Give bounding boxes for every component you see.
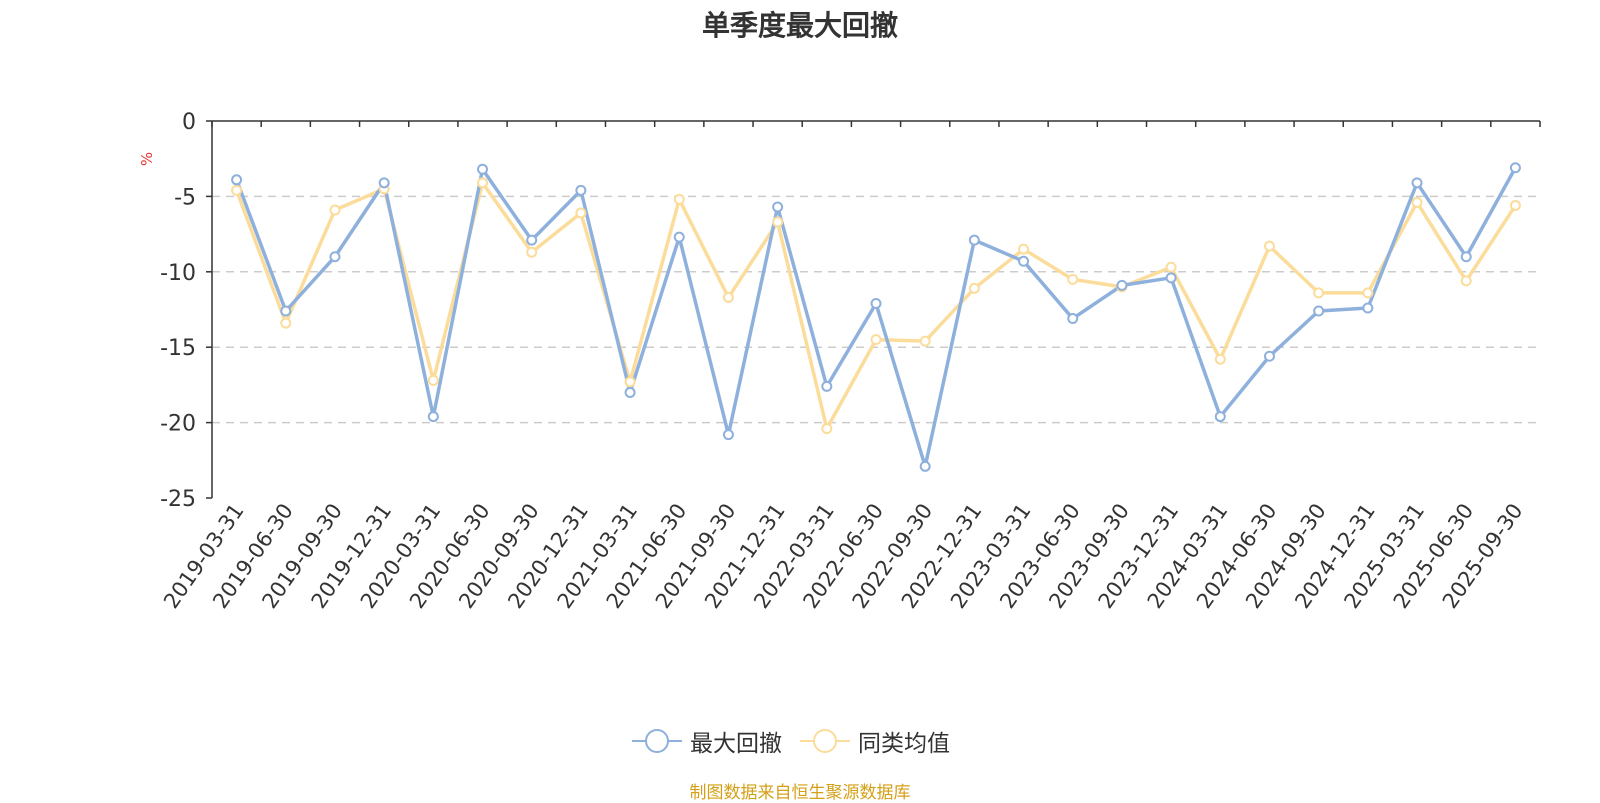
series-line-0 [234, 166, 1517, 469]
data-point-s0-1 [280, 305, 292, 317]
data-point-s0-11 [772, 201, 784, 213]
data-point-s1-10 [722, 291, 734, 303]
y-tick-label-0: 0 [182, 110, 196, 135]
data-point-s0-16 [1018, 255, 1030, 267]
legend-item-0[interactable]: 最大回撤 [632, 724, 782, 758]
data-source-note: 制图数据来自恒生聚源数据库 [689, 783, 911, 803]
data-point-s0-26 [1509, 162, 1521, 174]
data-point-s1-15 [968, 282, 980, 294]
data-point-s1-6 [526, 246, 538, 258]
data-point-s0-18 [1116, 279, 1128, 291]
chart-title: 单季度最大回撤 [701, 9, 898, 42]
data-point-s1-16 [1018, 243, 1030, 255]
data-point-s1-9 [673, 193, 685, 205]
legend-swatch-icon [800, 727, 850, 755]
data-point-s1-12 [821, 423, 833, 435]
data-point-s1-20 [1214, 353, 1226, 365]
data-point-s1-14 [919, 335, 931, 347]
data-point-s1-13 [870, 334, 882, 346]
data-point-s0-14 [919, 460, 931, 472]
data-point-s1-24 [1411, 196, 1423, 208]
y-tick-label-3: -15 [160, 336, 196, 361]
data-point-s1-8 [624, 376, 636, 388]
data-point-s0-6 [526, 234, 538, 246]
data-point-s1-1 [280, 317, 292, 329]
y-tick-label-4: -20 [160, 412, 196, 437]
data-point-s1-22 [1313, 287, 1325, 299]
data-point-s0-3 [378, 177, 390, 189]
data-point-s0-19 [1165, 272, 1177, 284]
data-point-s0-23 [1362, 302, 1374, 314]
data-point-s0-21 [1263, 350, 1275, 362]
data-point-s1-11 [772, 216, 784, 228]
data-point-s0-15 [968, 234, 980, 246]
data-point-s0-0 [231, 174, 243, 186]
data-point-s1-19 [1165, 261, 1177, 273]
y-tick-label-2: -10 [160, 261, 196, 286]
data-point-s1-2 [329, 204, 341, 216]
data-point-s0-4 [427, 411, 439, 423]
data-point-s0-10 [722, 429, 734, 441]
data-point-s1-23 [1362, 287, 1374, 299]
data-point-s0-9 [673, 231, 685, 243]
data-point-s0-5 [477, 163, 489, 175]
legend-swatch-icon [632, 727, 682, 755]
data-point-s0-7 [575, 184, 587, 196]
data-point-s0-20 [1214, 411, 1226, 423]
data-point-s1-17 [1067, 273, 1079, 285]
legend: 最大回撤 同类均值 [632, 724, 968, 758]
y-tick-label-5: -25 [160, 487, 196, 512]
y-tick-label-1: -5 [174, 185, 196, 210]
data-point-s1-26 [1509, 199, 1521, 211]
legend-label: 同类均值 [858, 731, 950, 757]
data-point-s0-13 [870, 297, 882, 309]
legend-item-1[interactable]: 同类均值 [800, 724, 950, 758]
data-point-s0-17 [1067, 313, 1079, 325]
data-point-s0-22 [1313, 305, 1325, 317]
data-point-s0-8 [624, 386, 636, 398]
legend-label: 最大回撤 [690, 731, 782, 757]
data-point-s1-4 [427, 374, 439, 386]
data-point-s1-0 [231, 184, 243, 196]
data-point-s1-21 [1263, 240, 1275, 252]
data-point-s0-12 [821, 380, 833, 392]
data-point-s1-7 [575, 207, 587, 219]
data-point-s0-2 [329, 251, 341, 263]
data-point-s0-24 [1411, 177, 1423, 189]
data-point-s1-25 [1460, 275, 1472, 287]
data-point-s1-5 [477, 177, 489, 189]
data-point-s0-25 [1460, 251, 1472, 263]
